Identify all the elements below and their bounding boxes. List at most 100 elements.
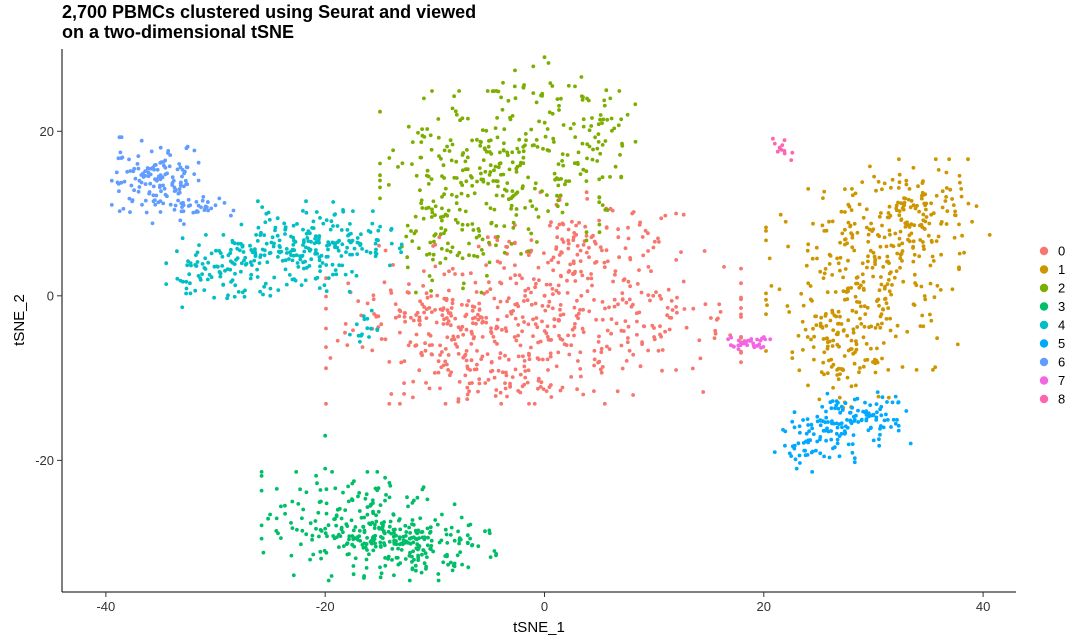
point-cluster-1 [932,295,937,300]
point-cluster-1 [796,333,801,338]
point-cluster-2 [502,224,507,229]
point-cluster-0 [474,367,479,372]
point-cluster-2 [466,116,470,121]
point-cluster-0 [480,335,485,339]
point-cluster-2 [459,191,464,196]
point-cluster-0 [637,268,641,272]
point-cluster-4 [331,224,335,228]
point-cluster-0 [423,341,427,346]
point-cluster-0 [722,265,726,269]
point-cluster-3 [415,537,419,542]
point-cluster-5 [893,421,898,426]
point-cluster-2 [585,156,589,161]
point-cluster-2 [496,165,501,170]
point-cluster-6 [186,204,191,208]
point-cluster-2 [406,124,411,129]
point-cluster-0 [500,370,505,375]
point-cluster-0 [514,281,519,286]
point-cluster-4 [277,238,282,243]
point-cluster-2 [439,246,444,251]
point-cluster-2 [460,256,465,261]
legend-key-6 [1039,357,1049,367]
point-cluster-2 [426,182,431,186]
point-cluster-4 [350,252,354,257]
point-cluster-0 [438,353,442,357]
point-cluster-1 [889,292,893,297]
point-cluster-4 [250,263,254,267]
point-cluster-0 [626,336,630,340]
point-cluster-0 [464,327,469,332]
point-cluster-4 [267,217,272,222]
point-cluster-1 [797,368,802,373]
point-cluster-5 [878,432,882,437]
point-cluster-3 [334,523,339,528]
point-cluster-6 [136,154,141,159]
point-cluster-2 [455,220,460,225]
point-cluster-2 [520,186,525,191]
point-cluster-1 [875,322,880,327]
point-cluster-6 [165,194,169,199]
point-cluster-1 [854,339,858,344]
point-cluster-1 [849,338,854,343]
point-cluster-0 [422,269,426,273]
point-cluster-2 [561,163,566,168]
point-cluster-0 [536,340,540,345]
point-cluster-0 [376,314,381,319]
point-cluster-6 [143,182,148,187]
point-cluster-0 [533,322,538,326]
point-cluster-3 [268,512,272,517]
point-cluster-0 [497,356,502,360]
point-cluster-1 [931,368,935,372]
point-cluster-0 [546,368,550,372]
point-cluster-3 [361,525,366,529]
point-cluster-0 [591,233,595,238]
point-cluster-2 [598,113,603,117]
point-cluster-0 [507,239,511,244]
point-cluster-0 [550,287,555,291]
point-cluster-6 [136,166,141,171]
point-cluster-4 [184,279,189,284]
point-cluster-0 [494,388,499,392]
point-cluster-7 [731,344,736,349]
point-cluster-3 [319,556,323,561]
legend-key-1 [1039,265,1049,274]
point-cluster-5 [826,429,831,434]
point-cluster-0 [427,386,432,391]
point-cluster-0 [477,377,482,381]
point-cluster-4 [304,231,309,236]
point-cluster-1 [881,341,886,345]
point-cluster-4 [265,260,270,265]
point-cluster-0 [413,344,418,348]
point-cluster-0 [440,350,444,354]
point-cluster-4 [256,199,260,204]
point-cluster-0 [505,394,509,399]
point-cluster-3 [392,573,396,578]
point-cluster-0 [713,331,718,336]
point-cluster-1 [921,179,925,184]
point-cluster-3 [386,557,390,561]
point-cluster-0 [580,326,585,331]
point-cluster-0 [508,385,512,389]
point-cluster-3 [367,552,371,557]
point-cluster-1 [806,187,811,191]
point-cluster-0 [561,222,566,227]
point-cluster-3 [404,530,409,534]
point-cluster-3 [388,519,393,524]
point-cluster-3 [425,543,430,548]
point-cluster-2 [419,201,423,206]
point-cluster-6 [194,200,199,204]
point-cluster-3 [425,497,430,502]
point-cluster-1 [862,324,867,329]
y-axis-title: tSNE_2 [11,294,28,346]
point-cluster-0 [379,322,384,327]
point-cluster-2 [494,193,499,198]
point-cluster-0 [669,316,674,320]
point-cluster-2 [501,80,505,85]
point-cluster-5 [839,421,844,426]
point-cluster-0 [559,250,563,255]
point-cluster-0 [663,213,668,218]
point-cluster-2 [429,215,434,219]
point-cluster-0 [489,331,494,335]
point-cluster-2 [422,96,426,101]
